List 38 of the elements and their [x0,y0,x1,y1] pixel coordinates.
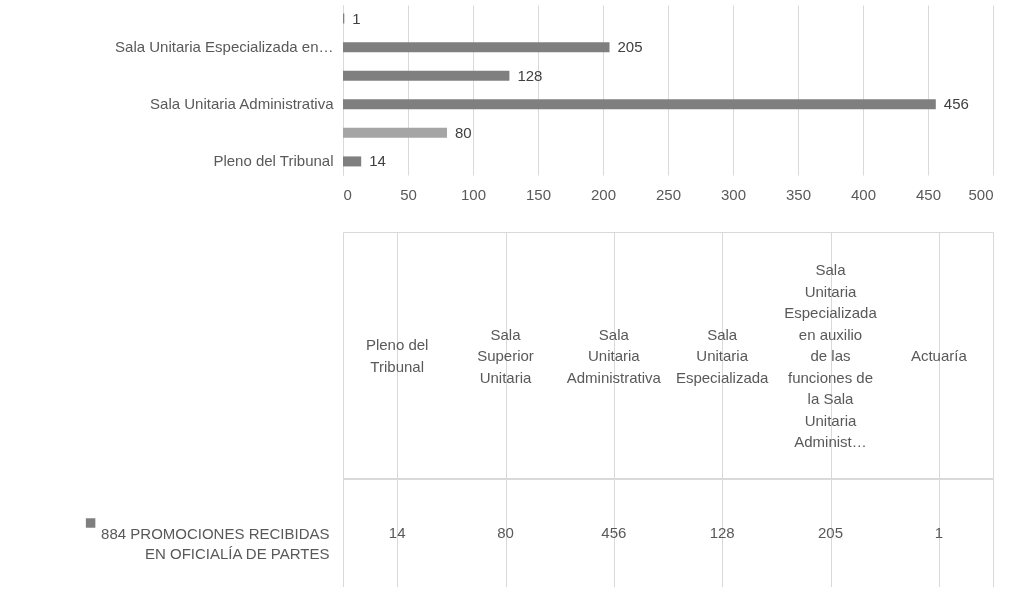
x-tick-label: 250 [655,185,682,203]
x-tick-label: 50 [400,185,417,203]
bar [343,70,510,81]
bar [343,99,936,110]
data-label: 14 [388,524,406,541]
x-tick-label: 200 [590,185,617,203]
data-label: 1 [934,524,944,541]
data-label: 1 [352,9,361,27]
category-label: Actuaría [910,347,968,364]
y-tick-label: Sala Unitaria Especializada en… [115,38,334,56]
y-tick-label: Pleno del Tribunal [213,152,334,170]
data-label: 456 [943,95,969,113]
x-tick-label: 400 [850,185,877,203]
data-label: 205 [617,38,643,56]
x-tick-label: 450 [915,185,942,203]
x-tick-label: 100 [460,185,487,203]
x-tick-label: 150 [525,185,552,203]
x-tick-label: 350 [785,185,812,203]
data-label: 205 [817,524,844,541]
data-label: 128 [709,524,735,541]
category-label: Sala Superior Unitaria [477,325,534,386]
data-label: 80 [455,123,472,141]
x-tick-label: 0 [343,185,352,203]
data-label: 456 [601,524,627,541]
data-label: 128 [517,66,543,84]
y-tick-label: Sala Unitaria Administrativa [150,95,335,113]
bar [343,127,447,138]
data-label: 80 [497,524,514,541]
data-label: 14 [369,152,386,170]
x-tick-label: 500 [968,185,994,203]
category-label: Sala Unitaria Especializada [675,325,770,386]
x-tick-label: 300 [720,185,747,203]
category-label: Sala Unitaria Administrativa [566,325,662,386]
category-label: Sala Unitaria Especializada en auxilio de las funciones de la Sala Unitaria Administ… [784,261,877,450]
legend-label: 884 PROMOCIONES RECIBIDAS EN OFICIALÍA DE PARTES [101,524,330,562]
bar [343,42,610,53]
category-label: Pleno del Tribunal [365,336,429,375]
bar [343,156,362,167]
